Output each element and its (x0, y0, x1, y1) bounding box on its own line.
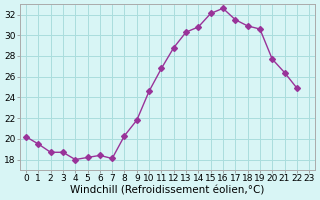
X-axis label: Windchill (Refroidissement éolien,°C): Windchill (Refroidissement éolien,°C) (70, 186, 265, 196)
